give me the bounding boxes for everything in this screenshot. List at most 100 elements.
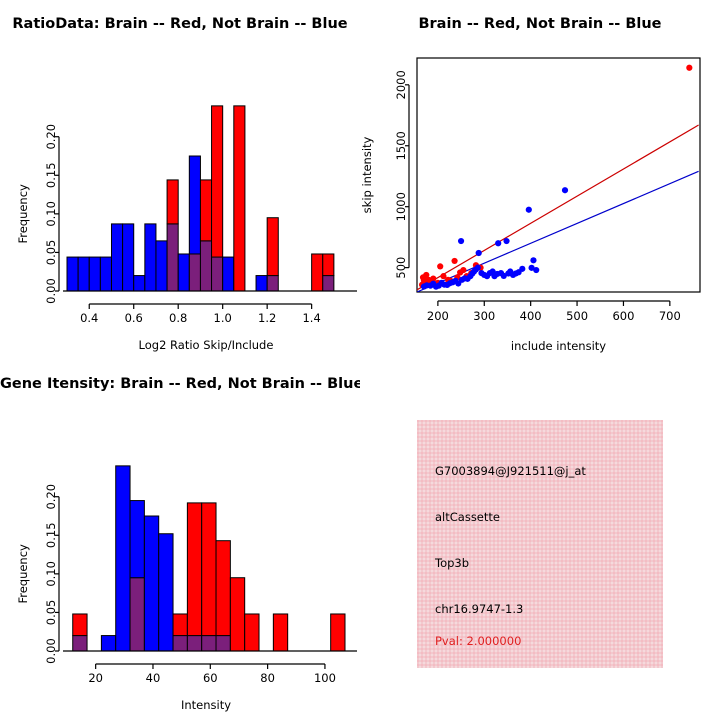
- x-axis-label: include intensity: [511, 339, 606, 353]
- histogram-bar: [177, 253, 190, 292]
- x-tick-label: 400: [520, 309, 542, 323]
- x-tick-label: 300: [473, 309, 495, 323]
- histogram-bar: [188, 155, 201, 255]
- histogram-bar: [272, 613, 289, 652]
- histogram-bar: [255, 275, 268, 292]
- x-tick-label: 60: [203, 671, 218, 685]
- scatter-points: [419, 64, 693, 290]
- panel-ratio-histogram: RatioData: Brain -- Red, Not Brain -- Bl…: [0, 0, 360, 360]
- histogram-bar-overlap: [201, 635, 217, 652]
- histogram-bar-overlap: [215, 635, 231, 652]
- scatter-point: [475, 249, 482, 257]
- y-axis-label: Frequency: [16, 544, 30, 604]
- histogram-bar-overlap: [199, 240, 213, 292]
- y-tick-label: 1000: [394, 192, 408, 221]
- info-locus: chr16.9747-1.3: [435, 602, 524, 616]
- scatter-point: [495, 240, 502, 247]
- histogram-bar: [211, 105, 224, 258]
- x-axis-label: Intensity: [181, 698, 231, 712]
- histogram-bar-overlap: [72, 635, 88, 652]
- x-tick-label: 80: [260, 671, 275, 685]
- panel-info: G7003894@J921511@j_at altCassette Top3b …: [360, 360, 720, 720]
- histogram-bar-overlap: [166, 223, 179, 292]
- histogram-bar: [244, 613, 260, 652]
- gene-histogram-title: Gene Itensity: Brain -- Red, Not Brain -…: [0, 376, 360, 392]
- x-tick-label: 600: [612, 309, 634, 323]
- histogram-bar: [133, 275, 146, 292]
- scatter-point: [457, 237, 465, 245]
- x-tick-label: 1.0: [214, 311, 232, 325]
- y-tick-label: 0.20: [44, 124, 58, 150]
- gene-histogram-canvas: 0.00 0.05 0.10 0.15 0.20 20 40 60 80 100 Intensity…: [16, 465, 357, 712]
- y-axis-label: Frequency: [16, 184, 30, 244]
- scatter-point: [500, 272, 507, 280]
- histogram-bar: [129, 500, 145, 579]
- regression-lines: [417, 124, 699, 292]
- info-pval: Pval: 2.000000: [435, 634, 522, 648]
- histogram-bars: [66, 105, 335, 292]
- y-tick-label: 0.05: [44, 240, 58, 266]
- histogram-bar: [172, 613, 188, 637]
- histogram-bar: [100, 635, 117, 652]
- regression-line: [417, 124, 699, 291]
- info-gene-symbol: Top3b: [435, 556, 470, 570]
- histogram-bar-overlap: [188, 253, 201, 292]
- histogram-bar: [330, 613, 346, 652]
- histogram-bar: [158, 533, 174, 652]
- x-tick-label: 20: [88, 671, 103, 685]
- histogram-bar-overlap: [266, 275, 279, 292]
- x-axis-label: Log2 Ratio Skip/Include: [139, 338, 274, 352]
- scatter-point: [460, 266, 467, 274]
- scatter-point: [686, 64, 693, 71]
- histogram-bar: [66, 256, 79, 292]
- x-axis: 200 300 400 500 600 700: [427, 300, 681, 323]
- x-tick-label: 40: [146, 671, 161, 685]
- histogram-bar: [99, 256, 112, 292]
- histogram-bar: [186, 502, 203, 637]
- y-tick-label: 0.10: [44, 561, 58, 587]
- y-axis: 0.00 0.05 0.10 0.15 0.20: [44, 484, 60, 664]
- scatter-point: [489, 268, 496, 275]
- histogram-bar: [201, 502, 217, 637]
- histogram-bar: [222, 256, 235, 292]
- x-tick-label: 0.8: [169, 311, 187, 325]
- y-tick-label: 1500: [394, 131, 408, 160]
- histogram-bar: [110, 223, 124, 292]
- panel-scatter: Brain -- Red, Not Brain -- Blue 500 1000 1…: [360, 0, 720, 360]
- histogram-bar: [233, 105, 246, 292]
- y-tick-label: 0.15: [44, 522, 58, 548]
- histogram-bar-overlap: [129, 577, 145, 652]
- y-axis: 500 1000 1500 2000: [394, 70, 410, 279]
- histogram-bar: [311, 253, 324, 292]
- scatter-point: [561, 187, 569, 194]
- scatter-point: [423, 271, 430, 279]
- ratio-histogram-canvas: 0.00 0.05 0.10 0.15 0.20 0.4 0.6 0.8 1.0 1.2 1.4 Lo…: [16, 105, 357, 352]
- scatter-canvas: 500 1000 1500 2000 200 300 400 500 600 700 include…: [360, 57, 701, 353]
- histogram-bar: [88, 256, 101, 292]
- histogram-bar: [143, 515, 160, 652]
- histogram-bar-overlap: [186, 635, 203, 652]
- histogram-bar: [72, 613, 88, 637]
- plot-frame: [416, 57, 701, 293]
- x-tick-label: 1.2: [258, 311, 276, 325]
- x-tick-label: 0.6: [125, 311, 143, 325]
- scatter-point: [437, 263, 444, 270]
- histogram-bar-overlap: [322, 275, 335, 292]
- x-tick-label: 0.4: [80, 311, 98, 325]
- x-tick-label: 100: [314, 671, 336, 685]
- histogram-bar: [322, 253, 335, 277]
- x-axis: 0.4 0.6 0.8 1.0 1.2 1.4: [80, 303, 321, 325]
- scatter-point: [440, 273, 447, 280]
- x-tick-label: 200: [427, 309, 449, 323]
- scatter-point: [519, 265, 526, 272]
- histogram-bar: [77, 256, 90, 292]
- y-tick-label: 0.20: [44, 484, 58, 510]
- scatter-point: [430, 275, 437, 282]
- info-event-type: altCassette: [435, 510, 500, 524]
- x-axis: 20 40 60 80 100: [88, 663, 336, 685]
- histogram-bar-overlap: [211, 256, 224, 292]
- y-tick-label: 0.00: [44, 278, 58, 304]
- histogram-bar: [166, 179, 179, 225]
- panel-gene-histogram: Gene Itensity: Brain -- Red, Not Brain -…: [0, 360, 360, 720]
- y-axis: 0.00 0.05 0.10 0.15 0.20: [44, 124, 60, 304]
